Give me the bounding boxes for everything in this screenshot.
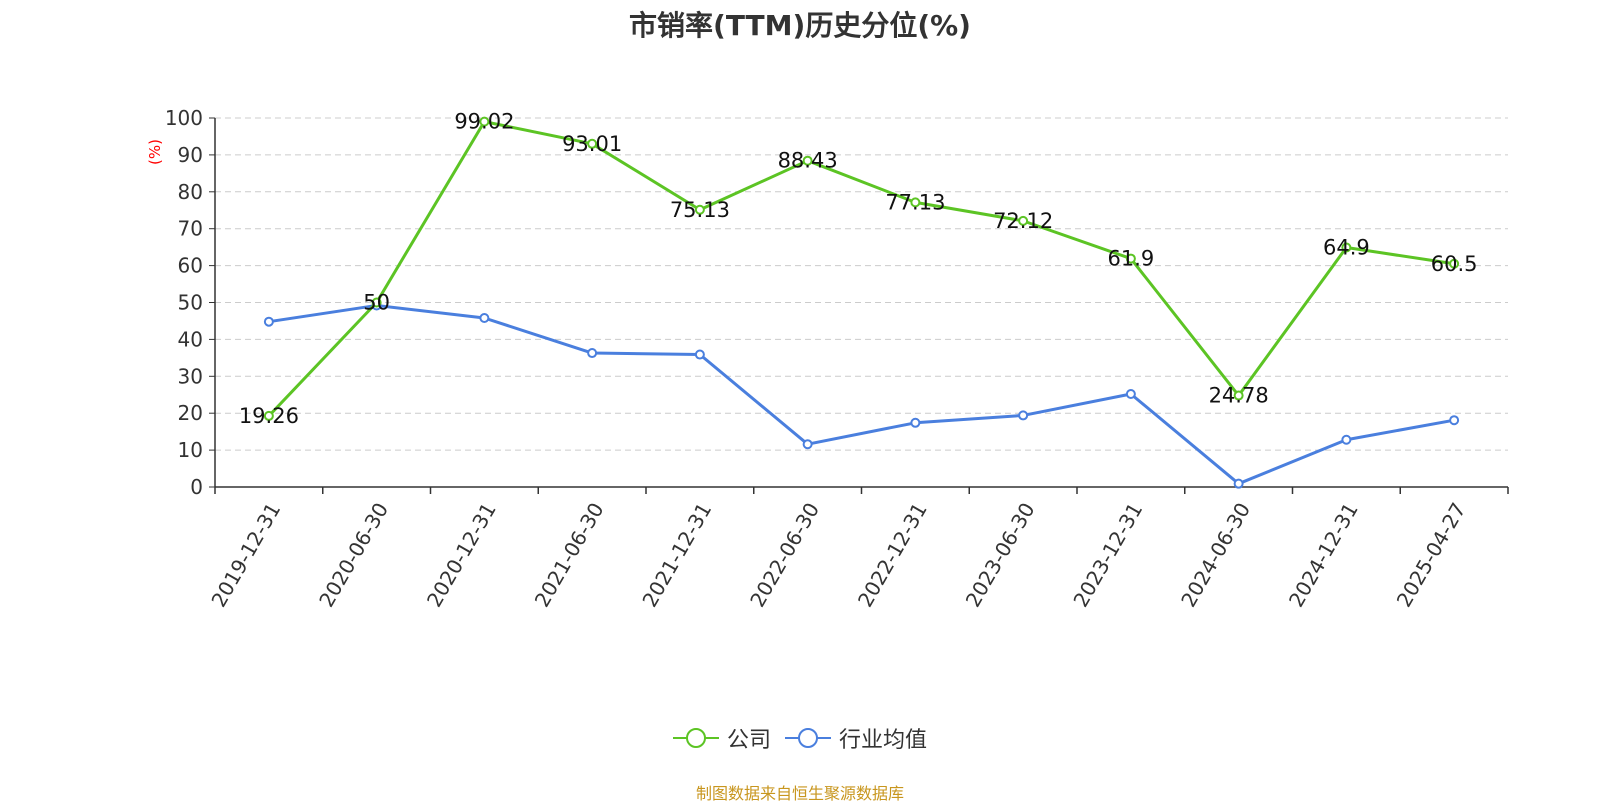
data-point-1 <box>1341 434 1352 445</box>
data-point-1 <box>694 349 705 360</box>
data-point-0 <box>694 204 705 215</box>
data-point-0 <box>371 297 382 308</box>
data-label: 99.02 <box>454 110 514 134</box>
data-point-1 <box>263 316 274 327</box>
data-label: 19.26 <box>239 404 299 428</box>
x-tick-label: 2021-06-30 <box>530 499 609 612</box>
data-point-0 <box>802 155 813 166</box>
x-tick-label: 2024-06-30 <box>1176 499 1255 612</box>
y-tick-label: 100 <box>165 106 203 130</box>
x-tick-label: 2021-12-31 <box>637 499 716 612</box>
data-label: 72.12 <box>993 209 1053 233</box>
data-label: 75.13 <box>670 198 730 222</box>
y-tick-label: 90 <box>178 143 203 167</box>
y-tick-label: 80 <box>178 180 203 204</box>
x-tick-label: 2023-06-30 <box>961 499 1040 612</box>
axes: 0 10 20 30 40 50 60 70 80 90 100 2019-12-31 2020-06-… <box>165 106 1509 612</box>
grid-lines <box>215 117 1508 451</box>
data-point-0 <box>1233 390 1244 401</box>
data-point-0 <box>1449 258 1460 269</box>
y-tick-label: 50 <box>178 291 203 315</box>
data-point-1 <box>802 439 813 450</box>
data-label: 61.9 <box>1107 247 1154 271</box>
data-labels: 19.26 50 99.02 93.01 75.13 88.43 77.13 72.12 61.… <box>239 110 1478 428</box>
data-point-1 <box>910 417 921 428</box>
data-point-0 <box>263 410 274 421</box>
data-label: 60.5 <box>1431 252 1478 276</box>
data-point-0 <box>1018 215 1029 226</box>
series <box>263 116 1460 489</box>
y-tick-label: 70 <box>178 217 203 241</box>
data-point-0 <box>1125 253 1136 264</box>
data-label: 64.9 <box>1323 236 1370 260</box>
series-line-0 <box>267 120 1455 417</box>
data-point-1 <box>587 348 598 359</box>
data-point-1 <box>1233 478 1244 489</box>
x-tick-label: 2022-12-31 <box>853 499 932 612</box>
legend-label-company: 公司 <box>726 728 771 753</box>
legend-item-industry[interactable]: 行业均值 <box>785 722 927 754</box>
x-tick-label: 2024-12-31 <box>1284 499 1363 612</box>
data-point-1 <box>1018 410 1029 421</box>
data-point-0 <box>910 197 921 208</box>
x-tick-label: 2025-04-27 <box>1392 499 1471 612</box>
y-tick-label: 10 <box>178 438 203 462</box>
y-tick-label: 30 <box>178 364 203 388</box>
legend: 公司 行业均值 <box>0 722 1600 754</box>
y-tick-label: 0 <box>190 475 203 499</box>
chart-title: 市销率(TTM)历史分位(%) <box>629 9 971 42</box>
data-point-1 <box>1449 415 1460 426</box>
legend-marker-company <box>672 728 719 748</box>
data-label: 24.78 <box>1209 384 1269 408</box>
data-point-0 <box>587 138 598 149</box>
legend-label-industry: 行业均值 <box>839 728 928 753</box>
data-label: 88.43 <box>778 149 838 173</box>
data-point-0 <box>1341 242 1352 253</box>
legend-marker-industry <box>785 728 831 748</box>
data-point-1 <box>479 312 490 323</box>
source-note: 制图数据来自恒生聚源数据库 <box>695 784 904 803</box>
x-tick-label: 2020-12-31 <box>422 499 501 612</box>
data-label: 93.01 <box>562 132 622 156</box>
x-tick-label: 2020-06-30 <box>314 499 393 612</box>
series-line-1 <box>268 303 1455 486</box>
data-point-0 <box>479 116 490 127</box>
y-tick-label: 40 <box>178 327 203 351</box>
data-point-1 <box>1125 389 1136 400</box>
y-tick-label: 20 <box>178 401 203 425</box>
data-label: 50 <box>363 291 390 315</box>
x-tick-label: 2022-06-30 <box>745 499 824 612</box>
y-tick-label: 60 <box>178 254 203 278</box>
legend-item-company[interactable]: 公司 <box>672 722 771 754</box>
y-axis-label: (%) <box>146 139 164 165</box>
x-tick-label: 2023-12-31 <box>1068 499 1147 612</box>
x-tick-label: 2019-12-31 <box>206 499 285 612</box>
data-label: 77.13 <box>885 190 945 214</box>
